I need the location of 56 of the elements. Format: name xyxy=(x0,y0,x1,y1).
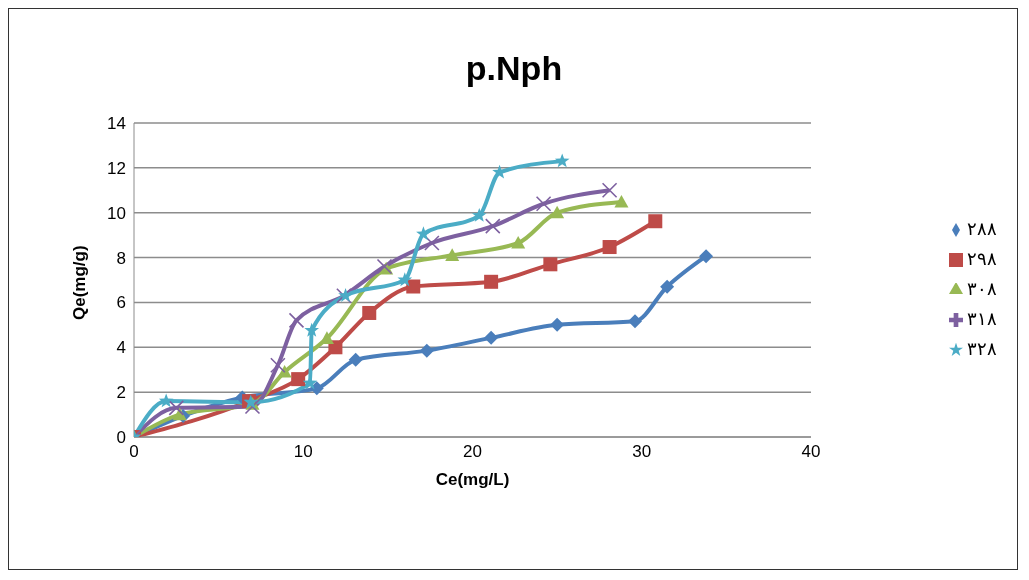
legend-label: ٢٩٨ xyxy=(967,249,997,269)
point xyxy=(699,249,714,264)
point xyxy=(484,330,499,345)
x-tick-label: 20 xyxy=(463,442,482,462)
point xyxy=(485,218,501,234)
point xyxy=(319,331,334,344)
point xyxy=(660,279,675,294)
y-tick-label: 4 xyxy=(116,338,126,358)
point xyxy=(304,322,320,337)
point xyxy=(270,357,286,374)
point xyxy=(602,240,617,255)
legend-label: ٢٨٨ xyxy=(967,219,997,239)
x-tick-label: 0 xyxy=(129,442,139,462)
point xyxy=(158,393,174,408)
x-tick-label: 10 xyxy=(293,442,313,462)
point xyxy=(554,153,570,168)
point xyxy=(416,226,431,241)
point xyxy=(244,398,261,415)
point xyxy=(511,235,526,249)
point xyxy=(309,381,324,396)
x-tick-label: 30 xyxy=(632,442,652,462)
point xyxy=(445,248,460,261)
y-tick-label: 12 xyxy=(107,158,126,178)
y-axis-title: Qe(mg/g) xyxy=(70,245,90,320)
x-tick-label: 40 xyxy=(801,442,821,462)
legend-label: ٣٠٨ xyxy=(967,279,997,299)
point xyxy=(419,343,434,358)
point xyxy=(648,214,663,229)
point xyxy=(348,352,363,367)
point xyxy=(397,272,413,287)
point xyxy=(288,312,305,329)
point xyxy=(627,314,642,329)
point xyxy=(277,364,292,378)
y-tick-label: 8 xyxy=(116,248,126,268)
point xyxy=(550,205,565,219)
point xyxy=(543,257,558,272)
y-tick-label: 6 xyxy=(116,293,126,313)
point xyxy=(471,207,487,222)
y-tick-label: 2 xyxy=(116,383,126,403)
legend-label: ٣١٨ xyxy=(967,309,997,329)
point xyxy=(168,400,185,416)
point xyxy=(484,274,499,289)
point xyxy=(406,279,421,294)
point xyxy=(601,182,618,199)
x-axis-title: Ce(mg/L) xyxy=(435,470,510,489)
chart-title: p.Nph xyxy=(464,49,564,88)
point xyxy=(550,317,565,332)
point xyxy=(614,194,629,208)
legend-label: ٣٢٨ xyxy=(967,339,997,359)
y-tick-label: 10 xyxy=(107,203,126,223)
point xyxy=(291,372,306,387)
y-tick-label: 14 xyxy=(107,114,126,134)
point xyxy=(535,195,552,212)
point xyxy=(424,235,440,251)
y-tick-label: 0 xyxy=(116,428,126,448)
point xyxy=(362,305,377,320)
